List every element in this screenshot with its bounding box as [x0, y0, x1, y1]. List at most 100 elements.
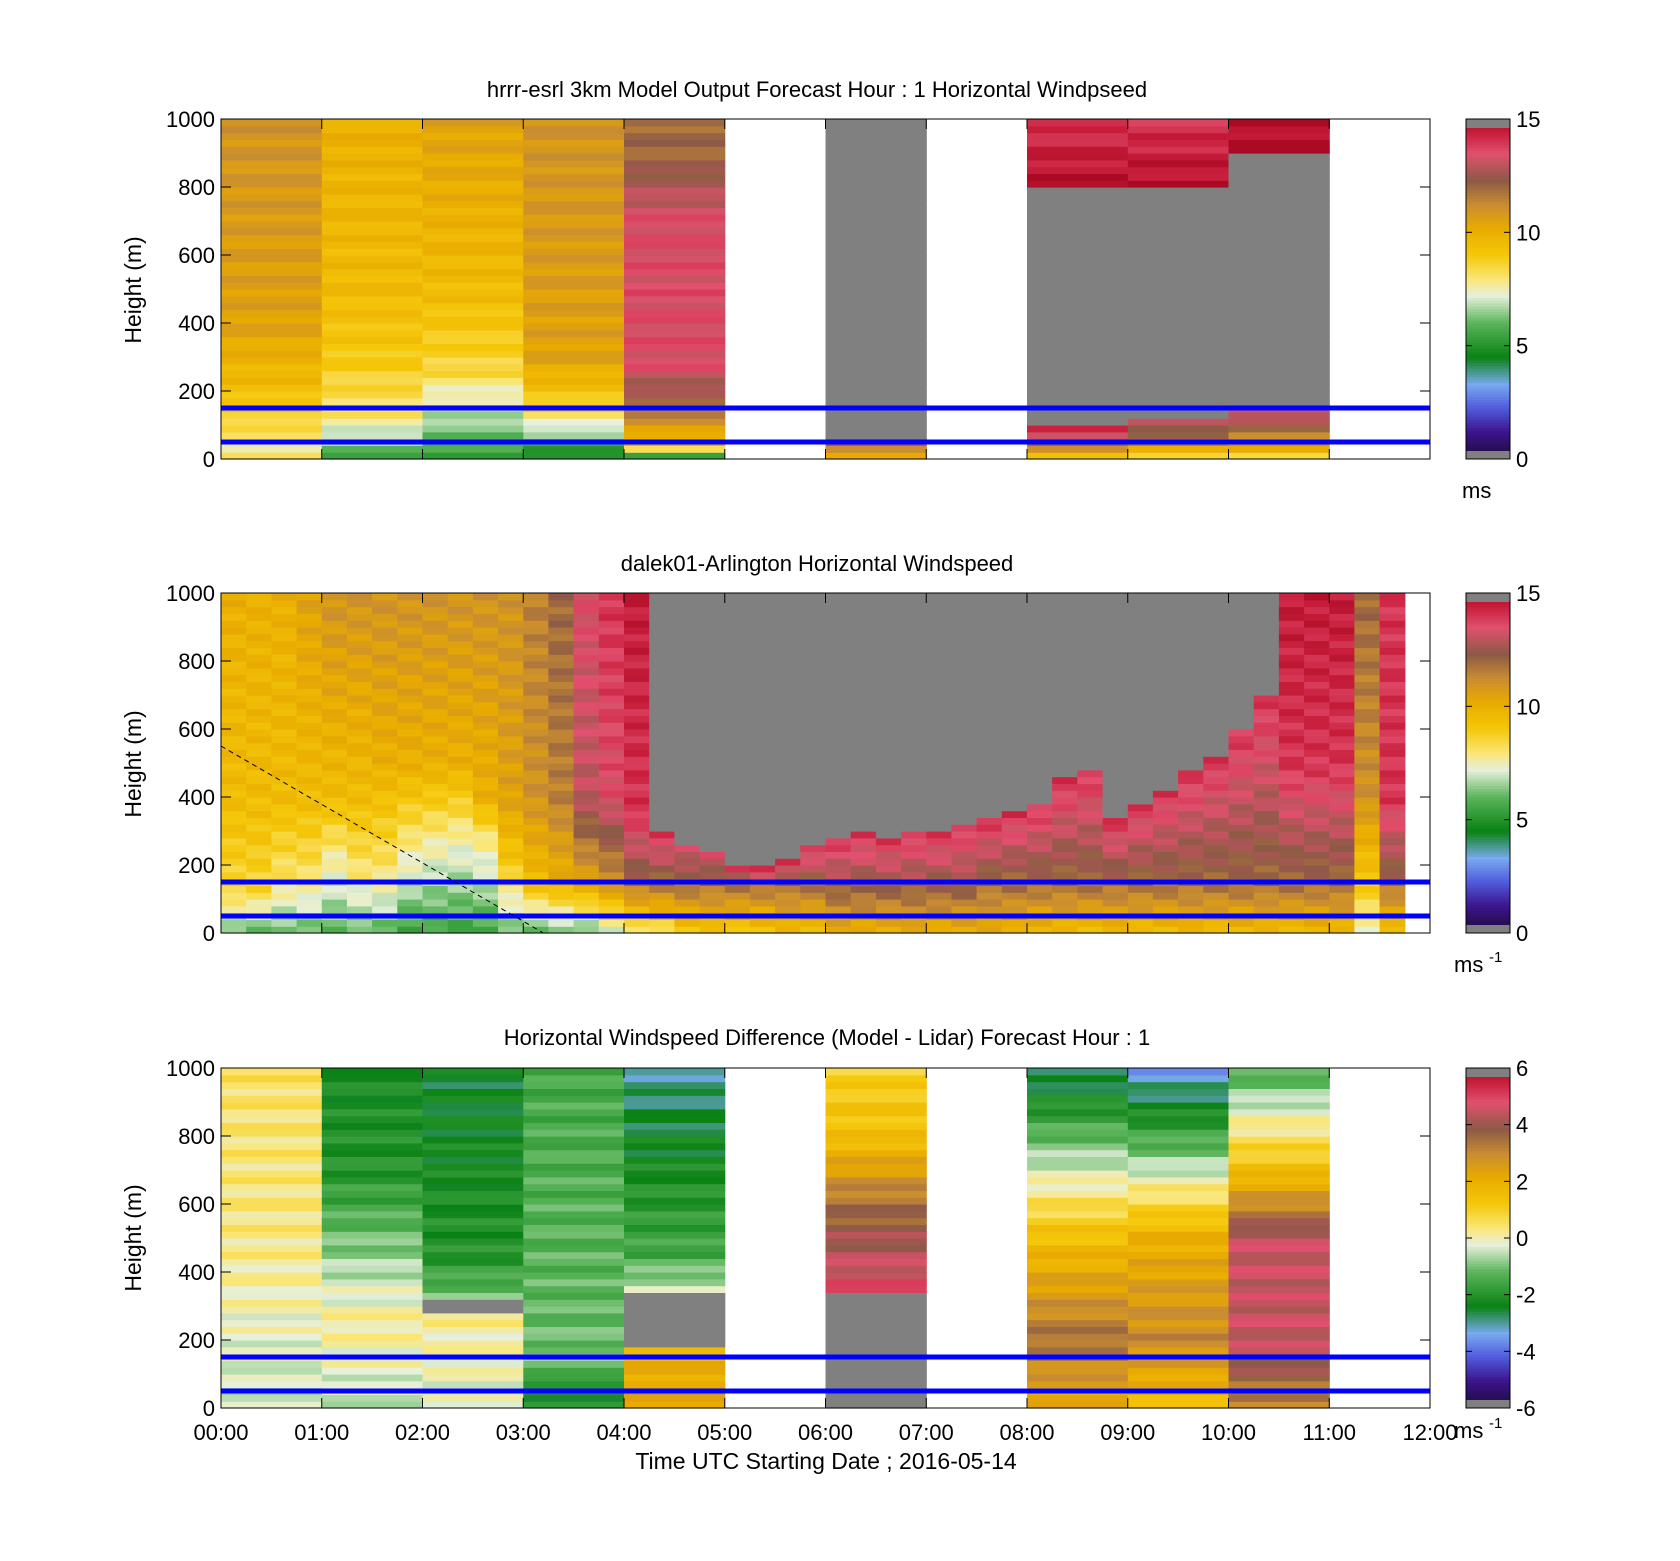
heatmap-cell: [926, 919, 953, 927]
heatmap-cell: [825, 221, 927, 229]
colorbar-swatch: [1466, 1107, 1510, 1111]
heatmap-cell: [296, 661, 323, 669]
heatmap-cell: [1152, 674, 1179, 682]
heatmap-cell: [724, 865, 751, 873]
colorbar-swatch: [1466, 286, 1510, 290]
heatmap-cell: [976, 831, 1003, 839]
heatmap-cell: [598, 599, 625, 608]
heatmap-cell: [1127, 139, 1230, 147]
heatmap-cell: [800, 708, 827, 716]
heatmap-cell: [649, 661, 675, 669]
heatmap-cell: [699, 742, 726, 750]
heatmap-cell: [1127, 1306, 1230, 1314]
heatmap-cell: [422, 1340, 524, 1348]
heatmap-cell: [875, 756, 902, 764]
heatmap-cell: [1027, 756, 1053, 764]
colorbar-swatch: [1466, 811, 1510, 815]
heatmap-cell: [1127, 797, 1154, 805]
heatmap-cell: [422, 831, 449, 839]
heatmap-cell: [825, 708, 852, 716]
heatmap-cell: [1304, 756, 1330, 764]
colorbar-swatch: [1466, 867, 1510, 872]
colorbar-swatch: [1466, 1181, 1510, 1185]
colorbar-swatch: [1466, 195, 1510, 199]
heatmap-cell: [825, 248, 927, 256]
heatmap-cell: [573, 620, 600, 628]
heatmap-cell: [624, 445, 726, 453]
heatmap-cell: [1027, 674, 1053, 682]
heatmap-cell: [926, 776, 953, 784]
heatmap-cell: [1127, 1278, 1230, 1287]
heatmap-cell: [624, 1299, 726, 1307]
heatmap-cell: [548, 776, 575, 784]
colorbar-swatch: [1466, 1342, 1510, 1347]
heatmap-cell: [749, 763, 776, 771]
colorbar-swatch: [1466, 226, 1510, 230]
heatmap-cell: [422, 654, 449, 662]
heatmap-cell: [1027, 384, 1129, 392]
heatmap-cell: [926, 769, 953, 778]
heatmap-cell: [548, 797, 575, 805]
heatmap-cell: [397, 844, 424, 852]
heatmap-cell: [649, 756, 675, 764]
heatmap-cell: [296, 892, 323, 900]
heatmap-cell: [523, 1176, 625, 1185]
heatmap-cell: [825, 769, 852, 778]
heatmap-cell: [221, 323, 323, 331]
colorbar-swatch: [1466, 632, 1510, 636]
colorbar-swatch: [1466, 204, 1510, 208]
heatmap-cell: [1354, 776, 1381, 784]
heatmap-cell: [1379, 708, 1406, 716]
heatmap-cell: [221, 763, 247, 771]
heatmap-cell: [1354, 926, 1381, 934]
heatmap-cell: [1228, 1176, 1330, 1185]
heatmap-cell: [800, 905, 827, 914]
heatmap-cell: [321, 749, 348, 757]
heatmap-cell: [649, 844, 675, 852]
heatmap-cell: [1304, 844, 1330, 852]
heatmap-cell: [271, 715, 298, 723]
heatmap-cell: [1354, 735, 1381, 744]
heatmap-cell: [548, 654, 575, 662]
heatmap-cell: [926, 667, 953, 676]
heatmap-cell: [850, 593, 877, 601]
heatmap-cell: [321, 1394, 424, 1402]
heatmap-cell: [624, 1068, 726, 1076]
heatmap-cell: [825, 613, 852, 621]
heatmap-cell: [523, 735, 550, 744]
heatmap-cell: [321, 282, 424, 290]
heatmap-cell: [221, 1326, 323, 1334]
heatmap-cell: [1102, 810, 1129, 818]
heatmap-cell: [624, 763, 650, 771]
heatmap-cell: [1203, 593, 1230, 601]
heatmap-cell: [422, 1210, 524, 1219]
heatmap-cell: [296, 735, 323, 744]
heatmap-cell: [1228, 1197, 1330, 1205]
heatmap-cell: [825, 803, 852, 812]
colorbar-swatch: [1466, 799, 1510, 804]
heatmap-cell: [422, 1183, 524, 1191]
heatmap-cell: [875, 749, 902, 757]
heatmap-cell: [1354, 858, 1381, 866]
heatmap-cell: [1127, 1333, 1230, 1341]
heatmap-cell: [800, 783, 827, 791]
heatmap-cell: [1027, 350, 1129, 358]
heatmap-cell: [321, 1068, 424, 1076]
heatmap-cell: [346, 858, 373, 866]
heatmap-cell: [397, 627, 424, 635]
heatmap-cell: [221, 200, 323, 208]
heatmap-cell: [976, 674, 1003, 682]
heatmap-cell: [1127, 661, 1154, 669]
heatmap-cell: [1127, 418, 1230, 426]
heatmap-cell: [1027, 688, 1053, 696]
heatmap-cell: [422, 363, 524, 372]
heatmap-cell: [397, 763, 424, 771]
heatmap-cell: [1027, 905, 1053, 914]
heatmap-cell: [573, 613, 600, 621]
heatmap-cell: [321, 329, 424, 338]
heatmap-cell: [1027, 1394, 1129, 1402]
colorbar-swatch: [1466, 218, 1510, 222]
heatmap-cell: [523, 776, 550, 784]
heatmap-cell: [1178, 742, 1204, 750]
